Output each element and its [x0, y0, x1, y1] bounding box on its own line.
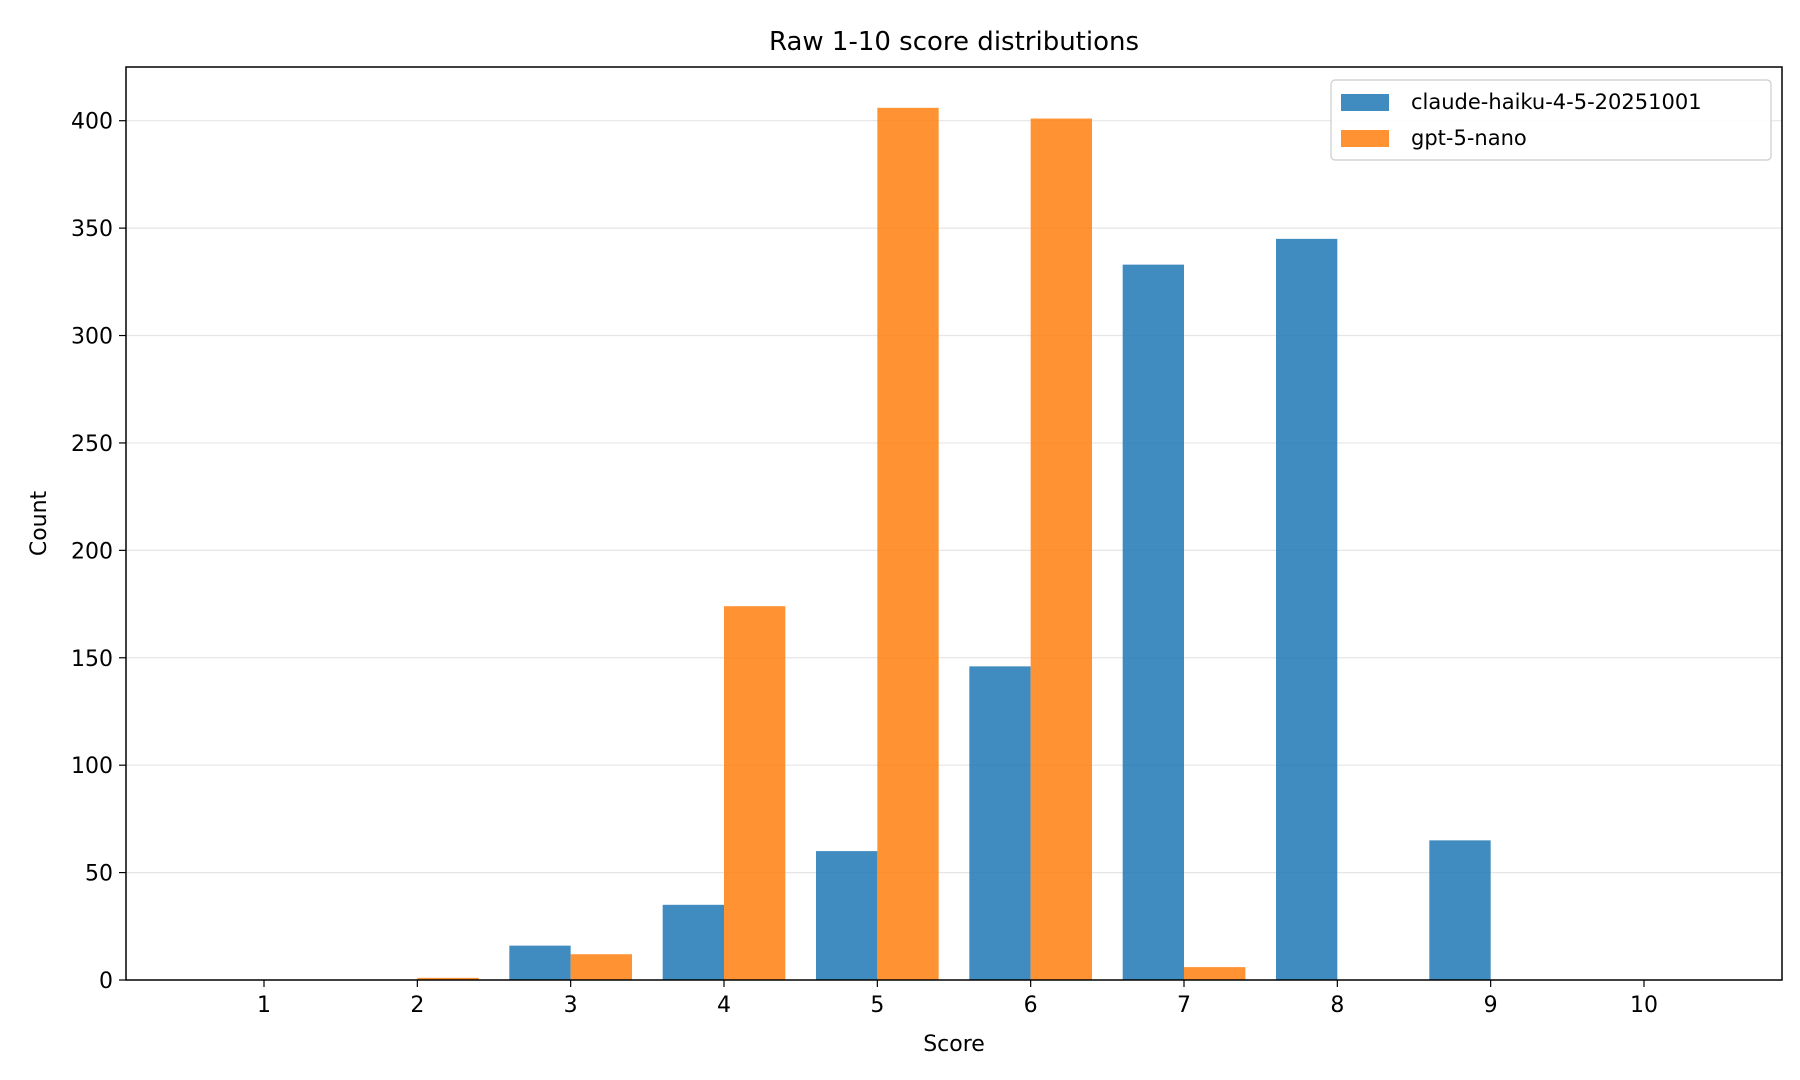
y-tick-label: 50	[85, 862, 113, 887]
x-tick-label: 3	[564, 993, 578, 1018]
legend-swatch	[1341, 130, 1389, 147]
y-tick-label: 350	[71, 217, 113, 242]
bar-series-2-score-5	[877, 107, 939, 980]
chart-title: Raw 1-10 score distributions	[769, 27, 1139, 57]
y-tick-label: 400	[71, 110, 113, 135]
x-tick-label: 6	[1024, 993, 1038, 1018]
bar-series-1-score-9	[1429, 840, 1491, 980]
y-tick-label: 100	[71, 754, 113, 779]
gridlines	[126, 120, 1782, 874]
bar-series-1-score-4	[662, 904, 724, 980]
x-axis-label: Score	[923, 1032, 985, 1057]
legend-label: gpt-5-nano	[1411, 126, 1527, 150]
x-tick-label: 7	[1177, 993, 1191, 1018]
bar-series-2-score-3	[570, 954, 632, 980]
y-tick-label: 250	[71, 432, 113, 457]
bar-series-1-score-7	[1122, 264, 1184, 980]
legend-frame	[1330, 79, 1772, 161]
y-tick-label: 300	[71, 325, 113, 350]
legend-swatch	[1341, 94, 1389, 111]
plot-frame	[125, 66, 1783, 981]
legend-label: claude-haiku-4-5-20251001	[1411, 90, 1702, 114]
x-tick-label: 2	[410, 993, 424, 1018]
y-tick-label: 200	[71, 539, 113, 564]
x-tick-label: 8	[1330, 993, 1344, 1018]
bar-series-2-score-7	[1184, 967, 1246, 980]
x-tick-label: 9	[1484, 993, 1498, 1018]
bar-series-1-score-8	[1276, 238, 1338, 980]
x-axis-ticks: 1 2 3 4 5 6 7 8 9 10	[257, 980, 1658, 1018]
bar-series-1-score-3	[509, 945, 571, 980]
bar-series-2-score-4	[724, 606, 786, 980]
x-tick-label: 4	[717, 993, 731, 1018]
bar-series-2-score-6	[1030, 118, 1092, 981]
bar-series-2-score-2	[417, 977, 479, 980]
y-axis-label: Count	[27, 490, 52, 556]
bars	[417, 107, 1491, 981]
legend: claude-haiku-4-5-20251001 gpt-5-nano	[1330, 79, 1772, 161]
x-tick-label: 1	[257, 993, 271, 1018]
y-axis-ticks: 0 50 100 150 200 250 300 350 400	[71, 110, 126, 994]
y-tick-label: 150	[71, 647, 113, 672]
bar-series-1-score-5	[816, 851, 878, 980]
bar-series-1-score-6	[969, 666, 1031, 980]
x-tick-label: 10	[1630, 993, 1658, 1018]
y-tick-label: 0	[99, 969, 113, 994]
x-tick-label: 5	[870, 993, 884, 1018]
